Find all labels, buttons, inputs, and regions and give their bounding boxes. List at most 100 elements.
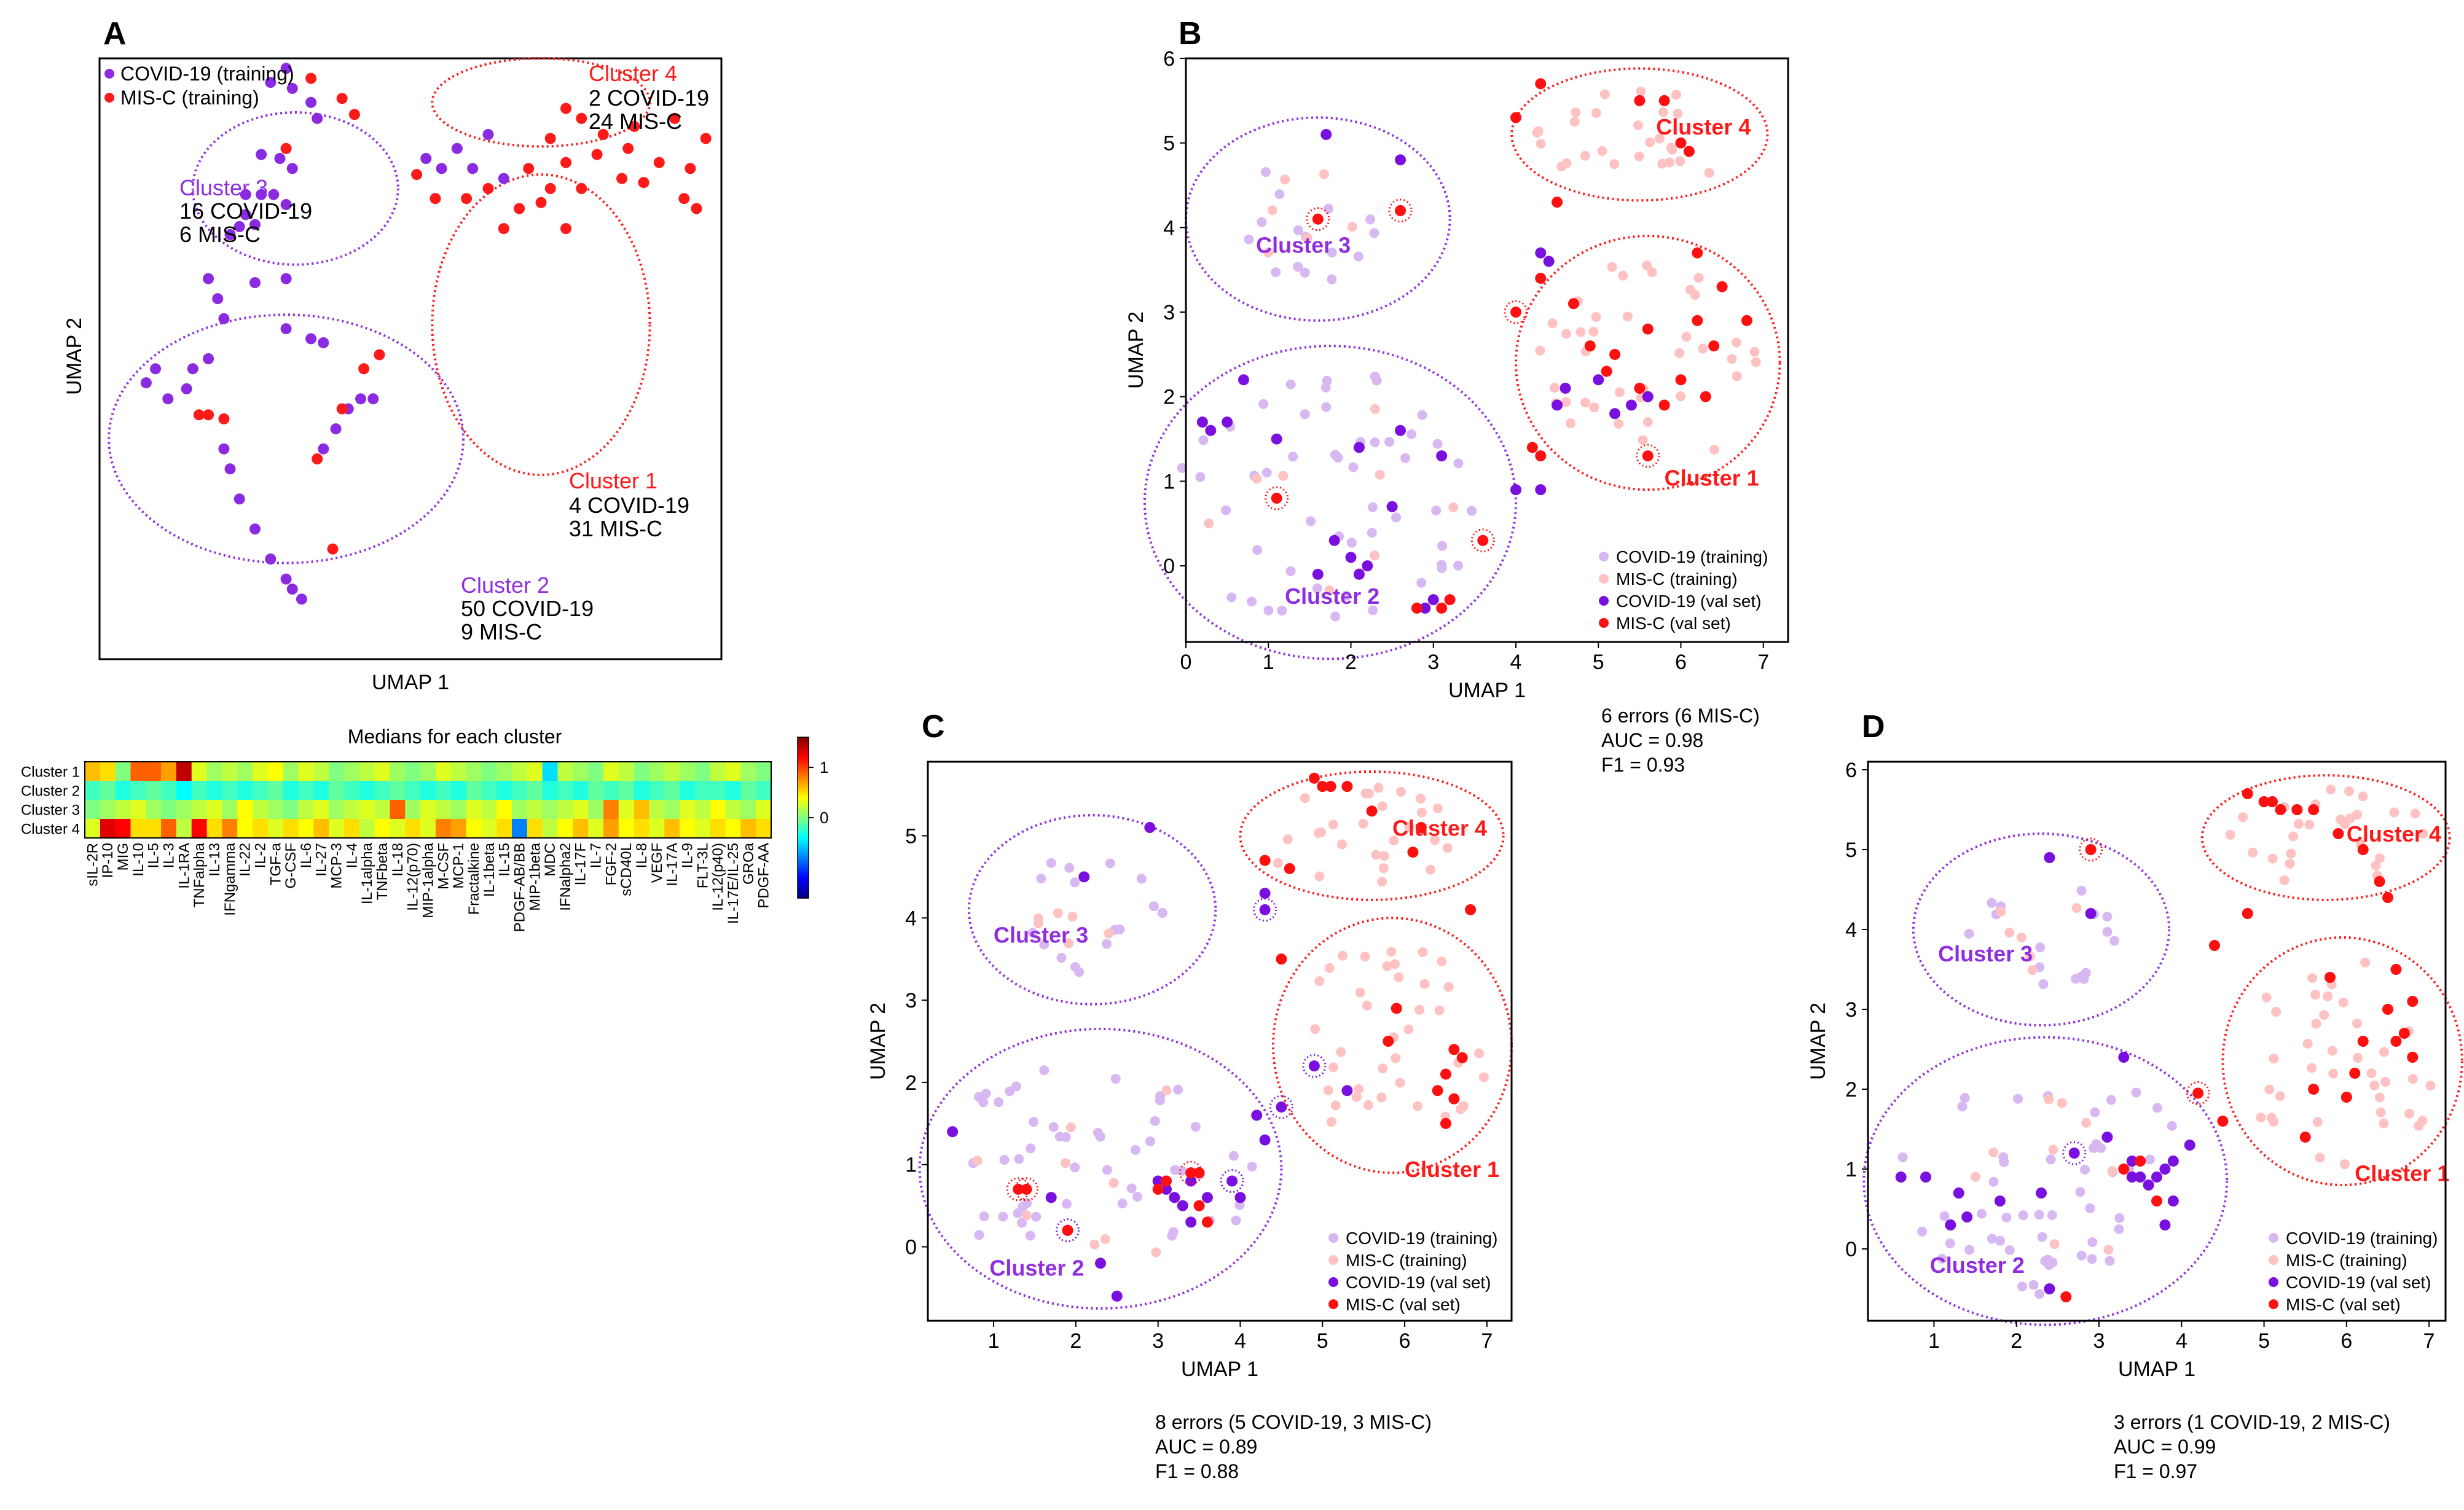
x-axis-label: UMAP 1: [1181, 1358, 1258, 1381]
misc-training-point: [1316, 827, 1327, 837]
heatmap-cell: [634, 819, 649, 839]
misc-point: [576, 182, 587, 194]
misc-training-point: [1685, 284, 1695, 295]
misc-training-point: [1379, 851, 1389, 861]
heatmap-cell: [206, 819, 222, 839]
covid-val-point: [1308, 1060, 1320, 1072]
misc-training-point: [1622, 311, 1633, 322]
cluster-3-ellipse: [967, 813, 1217, 1006]
heatmap-col-label: MCP-3: [329, 843, 345, 889]
misc-training-point: [2044, 1094, 2054, 1105]
misc-val-point: [2357, 1036, 2369, 1047]
error-marker: [1636, 444, 1660, 468]
misc-training-point: [1580, 151, 1590, 161]
legend-label: COVID-19 (training): [2286, 1229, 2438, 1248]
covid-training-point: [1327, 274, 1337, 284]
heatmap-cell: [267, 819, 284, 839]
heatmap-cell: [390, 819, 406, 839]
covid-training-point: [1028, 1117, 1038, 1127]
misc-training-point: [1412, 1101, 1422, 1111]
misc-val-point: [1448, 1093, 1460, 1105]
y-tick-label: 2: [1163, 386, 1175, 409]
misc-training-point: [1314, 871, 1325, 882]
covid-training-point: [2087, 1237, 2098, 1247]
covid-point: [203, 273, 214, 284]
heatmap-cell: [618, 781, 635, 800]
heatmap-cell: [527, 819, 543, 839]
covid-training-point: [2017, 1281, 2028, 1292]
misc-training-point: [2310, 990, 2321, 1000]
covid-point: [367, 393, 379, 405]
heatmap-cell: [237, 819, 253, 839]
heatmap-cell: [756, 762, 772, 781]
x-tick-label: 6: [2340, 1329, 2352, 1353]
x-tick-label: 7: [1757, 651, 1769, 674]
covid-training-point: [2038, 979, 2049, 990]
heatmap-cell: [694, 819, 711, 839]
svg-text:31 MIS-C: 31 MIS-C: [569, 516, 662, 541]
misc-training-point: [1338, 950, 1348, 961]
heatmap-cell: [450, 819, 467, 839]
covid-val-point: [1259, 888, 1271, 899]
misc-training-point: [2271, 1006, 2282, 1017]
covid-training-point: [979, 1211, 989, 1221]
misc-training-point: [2374, 1092, 2385, 1103]
covid-point: [280, 198, 292, 210]
covid-training-point: [1960, 1093, 1970, 1103]
x-tick-label: 5: [2258, 1329, 2270, 1353]
heatmap-cell: [100, 762, 116, 781]
covid-point: [240, 209, 251, 221]
misc-val-point: [1741, 315, 1752, 326]
misc-val-point: [1271, 492, 1282, 504]
covid-point: [451, 143, 463, 154]
heatmap-cell: [466, 800, 482, 820]
heatmap-cell: [481, 800, 497, 820]
heatmap-cell: [466, 819, 482, 839]
misc-point: [629, 120, 640, 132]
covid-training-point: [2044, 1260, 2054, 1270]
error-marker: [2079, 837, 2103, 862]
x-axis-label: UMAP 1: [2118, 1358, 2195, 1381]
legend-a-misc: MIS-C (training): [120, 87, 259, 109]
legend-label: MIS-C (val set): [2286, 1295, 2401, 1314]
covid-training-point: [2114, 1213, 2125, 1223]
misc-training-point: [1671, 90, 1681, 100]
misc-training-point: [1370, 550, 1380, 561]
covid-val-point: [1994, 1195, 2006, 1207]
misc-training-point: [2380, 1076, 2391, 1087]
x-tick-label: 1: [1928, 1329, 1940, 1353]
cluster-4-ellipse: [1239, 770, 1505, 901]
misc-training-point: [1588, 326, 1599, 337]
covid-training-point: [1416, 577, 1427, 588]
misc-val-point: [2151, 1195, 2162, 1207]
misc-point: [544, 133, 556, 144]
covid-training-point: [1039, 939, 1050, 950]
misc-training-point: [1371, 850, 1381, 860]
covid-val-point: [1111, 1290, 1123, 1302]
heatmap-col-label: TNFbeta: [374, 842, 391, 900]
x-tick-label: 2: [2011, 1329, 2022, 1353]
cluster-2-ellipse: [918, 1027, 1283, 1310]
misc-val-point: [2242, 788, 2253, 799]
heatmap-cell: [374, 819, 390, 839]
covid-training-point: [1300, 267, 1310, 278]
panel-c: Cluster 1 Cluster 2 Cluster 3 Cluster 4 1 2 3 4…: [866, 761, 1513, 1381]
error-marker: [1179, 1160, 1203, 1185]
covid-training-point: [2085, 1203, 2095, 1213]
covid-point: [280, 323, 292, 335]
misc-val-point: [1456, 1052, 1468, 1063]
covid-val-point: [1185, 1216, 1197, 1228]
heatmap-cell: [374, 800, 390, 820]
covid-training-point: [1305, 516, 1316, 526]
covid-point: [187, 363, 198, 375]
misc-training-point: [1328, 1062, 1339, 1073]
covid-point: [233, 221, 245, 232]
x-tick-label: 7: [2423, 1329, 2435, 1353]
panel-b-f1: F1 = 0.93: [1601, 754, 1685, 776]
heatmap-col-label: IL-7: [588, 843, 605, 868]
cluster-1-ellipse: [2221, 936, 2463, 1186]
misc-training-point: [1674, 348, 1685, 358]
misc-training-point: [2081, 1117, 2092, 1128]
covid-val-point: [1535, 484, 1547, 496]
heatmap-cell: [725, 819, 741, 839]
